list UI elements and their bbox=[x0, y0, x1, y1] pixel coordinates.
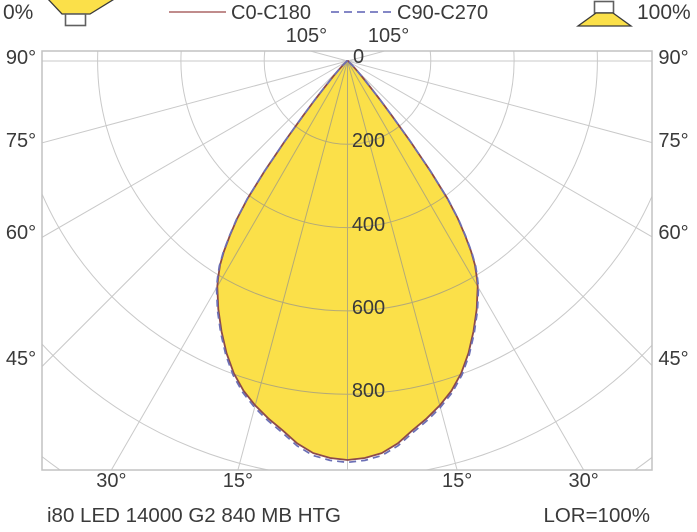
angle-label-left: 90° bbox=[5, 46, 37, 69]
radial-label: 400 bbox=[351, 213, 386, 236]
up-beam-shape bbox=[47, 0, 114, 15]
lor-value: LOR=100% bbox=[543, 504, 650, 527]
angle-label-left: 45° bbox=[5, 348, 37, 370]
angle-label-bottom: 30° bbox=[568, 470, 599, 492]
angle-label-right: 75° bbox=[658, 129, 689, 152]
luminaire-title: i80 LED 14000 G2 840 MB HTG bbox=[47, 504, 341, 527]
angle-label-left: 60° bbox=[5, 222, 37, 245]
angle-label-left: 75° bbox=[5, 129, 37, 152]
angle-spoke bbox=[42, 60, 348, 238]
luminaire-box bbox=[64, 13, 87, 27]
angle-label-bottom: 15° bbox=[441, 470, 473, 492]
angle-spoke bbox=[347, 61, 478, 460]
radial-label: 600 bbox=[351, 296, 386, 319]
angle-spoke bbox=[42, 60, 348, 144]
radial-label: 800 bbox=[351, 380, 386, 403]
angle-label-top: 105° bbox=[285, 25, 328, 47]
radial-label: 200 bbox=[351, 130, 386, 153]
angle-label-bottom: 15° bbox=[222, 470, 254, 492]
angle-label-top: 105° bbox=[367, 25, 410, 47]
angle-label-right: 60° bbox=[658, 222, 689, 245]
upward-light-percent: 0% bbox=[3, 1, 34, 24]
c0-curve bbox=[216, 60, 479, 461]
angle-label-right: 45° bbox=[658, 348, 689, 370]
angle-label-bottom: 30° bbox=[96, 470, 127, 492]
legend-label-c90: C90-C270 bbox=[397, 2, 489, 24]
angle-spoke bbox=[347, 60, 652, 238]
radial-label-origin: 0 bbox=[352, 46, 365, 68]
angle-spoke bbox=[217, 61, 348, 460]
angle-spoke bbox=[217, 61, 348, 460]
luminaire-box bbox=[593, 0, 615, 14]
angle-spoke bbox=[42, 60, 348, 368]
legend-label-c0: C0-C180 bbox=[231, 2, 312, 24]
angle-spoke bbox=[347, 60, 652, 144]
downward-light-percent: 100% bbox=[637, 1, 691, 24]
up-light-icon bbox=[47, 0, 114, 27]
angle-label-right: 90° bbox=[658, 46, 689, 69]
angle-spoke bbox=[347, 60, 652, 367]
down-light-icon bbox=[575, 0, 634, 27]
angle-spoke bbox=[347, 61, 478, 460]
chart-border bbox=[41, 50, 653, 471]
down-beam-shape bbox=[575, 12, 634, 27]
